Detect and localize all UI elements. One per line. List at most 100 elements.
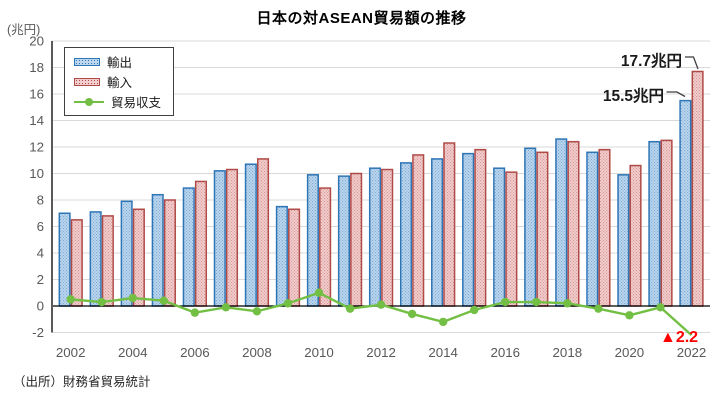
x-tick-label: 2002	[56, 345, 86, 360]
y-tick-label: 4	[37, 246, 44, 261]
y-tick-label: 8	[37, 193, 44, 208]
y-tick-label: 14	[29, 113, 44, 128]
import-bar-2008	[256, 158, 270, 307]
balance-point-2004	[128, 293, 137, 303]
export-bar-2013	[399, 162, 413, 307]
balance-point-2019	[594, 304, 603, 313]
export-bar-2015	[462, 152, 475, 307]
y-tick-label: 2	[37, 272, 44, 287]
balance-point-2011	[345, 304, 355, 313]
balance-point-2018	[563, 299, 572, 308]
export-bar-2006	[182, 187, 195, 307]
balance-line-swatch-icon	[74, 97, 104, 107]
y-tick-label: 0	[37, 299, 44, 314]
y-tick-label: 10	[29, 166, 44, 181]
x-tick-label: 2014	[428, 345, 458, 360]
balance-point-2005	[159, 296, 169, 305]
export-bar-2020	[617, 174, 630, 307]
balance-point-2008	[252, 307, 262, 316]
import-bar-2018	[567, 140, 580, 307]
annotation-connectors	[666, 56, 699, 98]
import-bar-2013	[412, 154, 425, 307]
annotation-balance-2022: ▲2.2	[660, 329, 699, 346]
import-bar-2006	[194, 180, 208, 307]
import-bar-2022	[691, 70, 704, 307]
export-bar-2012	[368, 167, 382, 307]
import-bar-2005	[163, 199, 176, 307]
source-note: （出所）財務省貿易統計	[13, 375, 151, 389]
export-bar-2019	[586, 151, 599, 307]
export-bar-2007	[213, 170, 226, 307]
legend-item-import: 輸入	[74, 73, 161, 90]
bar-series	[58, 70, 704, 307]
balance-point-2017	[532, 297, 541, 307]
export-bar-2016	[493, 167, 506, 307]
x-tick-label: 2012	[366, 345, 396, 360]
y-tick-label: 20	[29, 34, 44, 49]
x-tick-label: 2018	[553, 345, 583, 360]
balance-point-2014	[438, 317, 448, 327]
balance-point-2015	[470, 305, 479, 315]
x-tick-label: 2016	[490, 345, 520, 360]
export-bar-2003	[89, 211, 102, 307]
import-swatch-icon	[74, 77, 100, 86]
chart-title: 日本の対ASEAN貿易額の推移	[256, 10, 467, 27]
legend-import-label: 輸入	[107, 76, 133, 90]
export-bar-2002	[58, 212, 71, 307]
y-tick-label: 16	[29, 87, 44, 102]
import-bar-2021	[660, 139, 673, 307]
y-tick-label: -2	[32, 325, 44, 340]
export-bar-2009	[275, 205, 288, 307]
export-bar-2022	[679, 99, 692, 307]
legend-export-label: 輸出	[107, 56, 133, 70]
balance-line-series	[66, 288, 693, 337]
import-bar-2016	[505, 171, 518, 307]
balance-point-2016	[501, 297, 510, 307]
import-bar-2002	[70, 219, 83, 307]
y-tick-label: 18	[29, 60, 44, 75]
export-bar-2011	[337, 175, 351, 307]
import-bar-2003	[101, 215, 114, 307]
export-bar-2005	[151, 193, 164, 307]
export-bar-2017	[524, 147, 537, 307]
import-bar-2009	[288, 208, 301, 307]
x-tick-label: 2006	[180, 345, 210, 360]
balance-point-2009	[283, 299, 293, 308]
connector-import-2022	[685, 56, 699, 70]
x-tick-label: 2020	[615, 345, 645, 360]
balance-point-2013	[407, 309, 417, 319]
balance-point-2003	[97, 297, 106, 307]
balance-point-2020	[625, 311, 634, 320]
legend: 輸出 輸入 貿易収支	[64, 47, 175, 116]
export-bar-2014	[431, 158, 444, 307]
import-bar-2012	[381, 168, 394, 307]
balance-point-2007	[221, 303, 231, 312]
y-tick-label: 6	[37, 219, 44, 234]
annotation-export-2022: 15.5兆円	[602, 88, 664, 105]
export-bar-2008	[244, 163, 257, 307]
y-axis-unit-label: (兆円)	[7, 23, 41, 37]
export-bar-2021	[648, 140, 661, 307]
import-bar-2014	[443, 142, 456, 307]
export-swatch-icon	[74, 57, 100, 66]
import-bar-2004	[132, 208, 145, 307]
balance-point-2006	[190, 308, 200, 317]
export-bar-2004	[120, 200, 133, 307]
legend-item-export: 輸出	[74, 53, 161, 70]
import-bar-2011	[350, 172, 363, 307]
x-tick-label: 2004	[118, 345, 148, 360]
axis-labels: -2 0 2 4 6 8 10 12 14 16 18 20 2002 2004 2006 2008 2010 2…	[29, 34, 706, 360]
legend-item-balance: 貿易収支	[74, 93, 161, 110]
balance-point-2002	[66, 295, 75, 304]
balance-point-2021	[656, 303, 665, 312]
export-bar-2018	[555, 138, 568, 307]
import-bar-2017	[536, 151, 549, 307]
import-bar-2015	[474, 148, 487, 307]
y-tick-label: 12	[29, 140, 44, 155]
connector-export-2022	[666, 91, 686, 98]
import-bar-2019	[598, 148, 611, 307]
import-bar-2010	[319, 187, 332, 307]
annotation-import-2022: 17.7兆円	[620, 53, 682, 70]
x-tick-label: 2022	[677, 345, 707, 360]
